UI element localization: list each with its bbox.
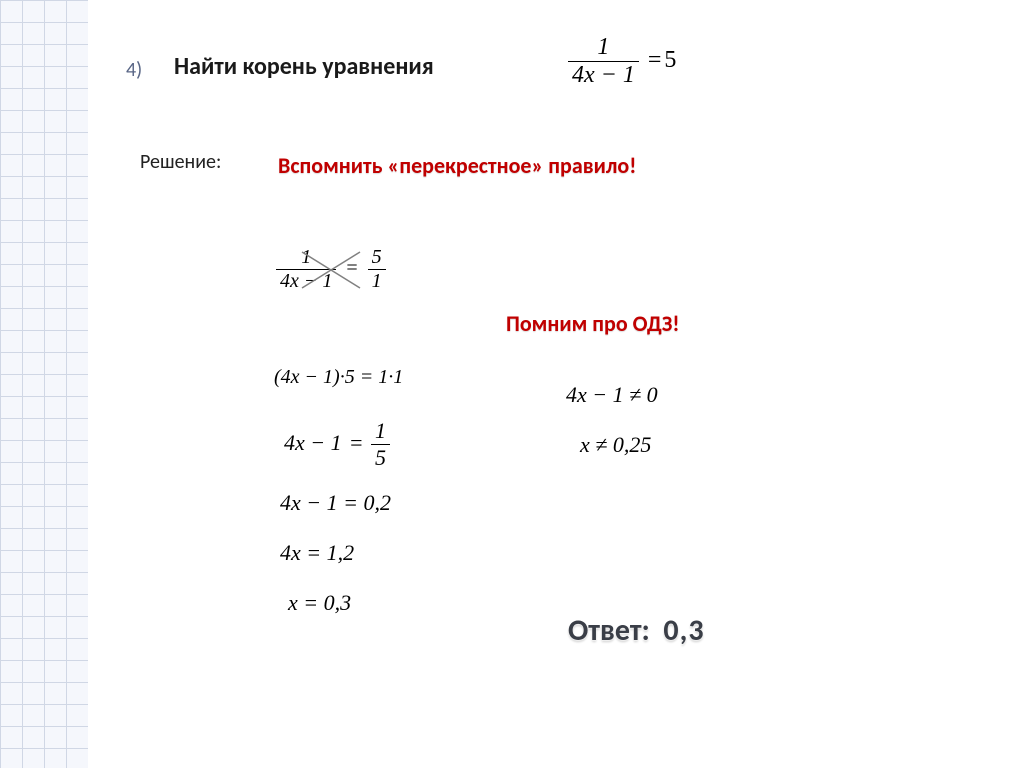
odz-line-1: 4x − 1 ≠ 0 [566,382,658,408]
step2-rhs-den: 5 [371,445,390,471]
hint-cross-rule: Вспомнить «перекрестное» правило! [278,152,636,179]
task-number: 4) [126,58,142,82]
eq-numerator: 1 [568,34,639,62]
step-2: 4x − 1 = 1 5 [284,418,390,471]
eq-rhs: 5 [664,47,676,73]
answer: Ответ: 0,3 [568,612,705,649]
cross-left-num: 1 [276,246,336,270]
task-title: Найти корень уравнения [174,52,434,81]
eq-denominator: 4x − 1 [568,62,639,89]
solution-label: Решение: [140,150,221,174]
odz-line-2: x ≠ 0,25 [580,432,651,458]
hint-odz: Помним про ОДЗ! [506,310,680,337]
cross-right-num: 5 [368,246,386,270]
answer-label: Ответ: [568,612,650,649]
step-5: x = 0,3 [288,590,351,616]
notebook-grid-strip [0,0,88,768]
answer-value: 0,3 [663,612,704,649]
step-1: (4x − 1)·5 = 1·1 [274,366,403,389]
step2-lhs: 4x − 1 [284,430,342,455]
cross-left-den: 4x − 1 [276,270,336,293]
cross-right-den: 1 [368,270,386,293]
cross-equation: 1 4x − 1 = 5 1 [276,246,386,293]
step-4: 4x = 1,2 [280,540,354,566]
step2-rhs-num: 1 [371,418,390,445]
step-3: 4x − 1 = 0,2 [280,490,391,516]
slide-content: 4) Найти корень уравнения 1 4x − 1 =5 Ре… [88,0,1024,768]
task-equation: 1 4x − 1 =5 [568,34,676,89]
